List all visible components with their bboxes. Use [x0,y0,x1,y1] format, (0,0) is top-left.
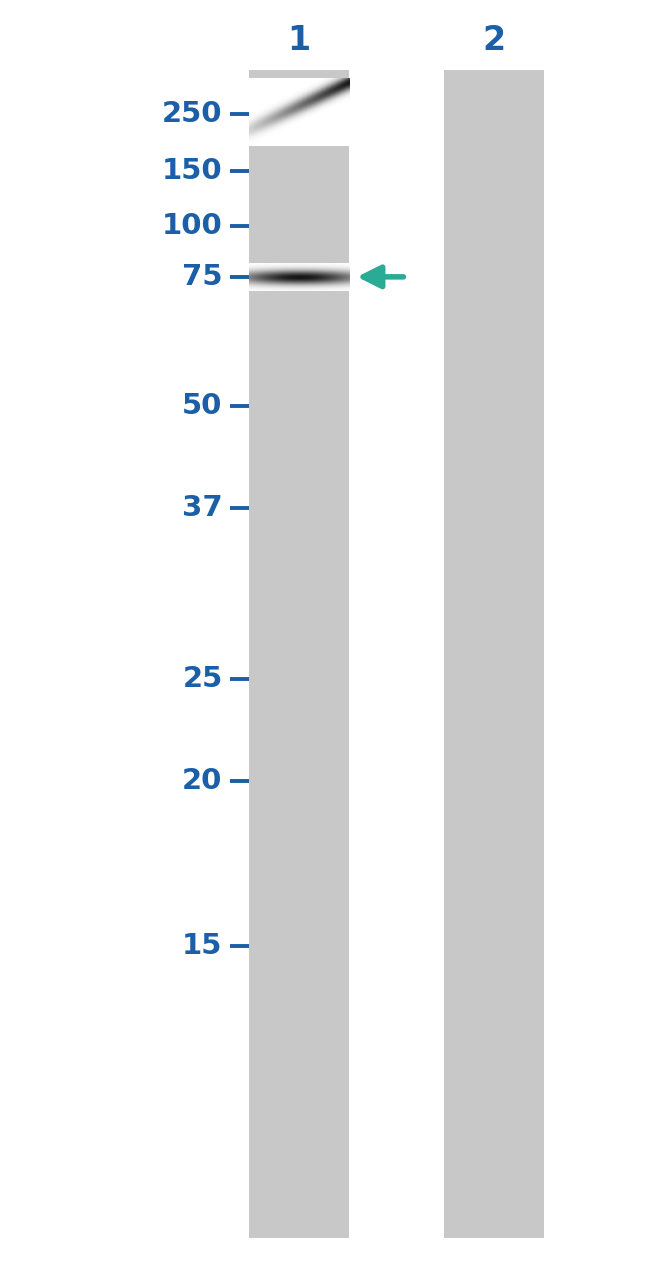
Text: 1: 1 [287,24,311,57]
Text: 37: 37 [182,494,222,522]
Text: 50: 50 [182,392,222,420]
Bar [248,70,350,1238]
Text: 150: 150 [162,157,222,185]
Text: 20: 20 [182,767,222,795]
Text: 25: 25 [183,665,222,693]
Text: 15: 15 [182,932,222,960]
Text: 75: 75 [182,263,222,291]
Bar [443,70,545,1238]
Text: 2: 2 [482,24,506,57]
Text: 250: 250 [162,100,222,128]
Text: 100: 100 [162,212,222,240]
